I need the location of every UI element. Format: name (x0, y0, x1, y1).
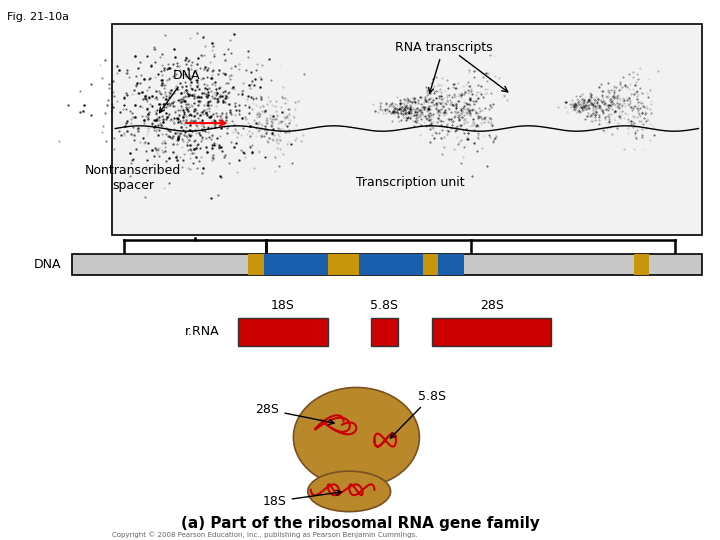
Ellipse shape (294, 388, 419, 487)
Bar (423, 254, 438, 275)
Text: 18S: 18S (263, 490, 341, 508)
Text: Transcription unit: Transcription unit (356, 176, 464, 189)
Text: Fig. 21-10a: Fig. 21-10a (7, 12, 69, 22)
Text: 28S: 28S (480, 299, 504, 312)
Bar (359, 254, 423, 275)
Bar (328, 254, 343, 275)
Bar (634, 254, 649, 275)
Bar (264, 254, 328, 275)
Bar (72, 254, 702, 275)
Bar (432, 318, 551, 346)
Text: (a) Part of the ribosomal RNA gene family: (a) Part of the ribosomal RNA gene famil… (181, 516, 539, 531)
Text: DNA: DNA (34, 258, 61, 271)
Text: 18S: 18S (271, 299, 295, 312)
Text: 28S: 28S (256, 403, 334, 424)
Bar (112, 24, 702, 235)
Text: Copyright © 2008 Pearson Education, Inc., publishing as Pearson Benjamin Cumming: Copyright © 2008 Pearson Education, Inc.… (112, 531, 417, 538)
Bar (438, 254, 464, 275)
Bar (238, 318, 328, 346)
Bar (248, 254, 264, 275)
Text: 5.8S: 5.8S (371, 299, 398, 312)
Bar (371, 318, 398, 346)
Text: DNA: DNA (160, 69, 200, 113)
Ellipse shape (307, 471, 390, 512)
Text: r.RNA: r.RNA (185, 325, 220, 338)
Text: 5.8S: 5.8S (390, 389, 446, 438)
Text: RNA transcripts: RNA transcripts (395, 41, 492, 93)
Bar (343, 254, 359, 275)
Text: Nontranscribed
spacer: Nontranscribed spacer (85, 164, 181, 192)
